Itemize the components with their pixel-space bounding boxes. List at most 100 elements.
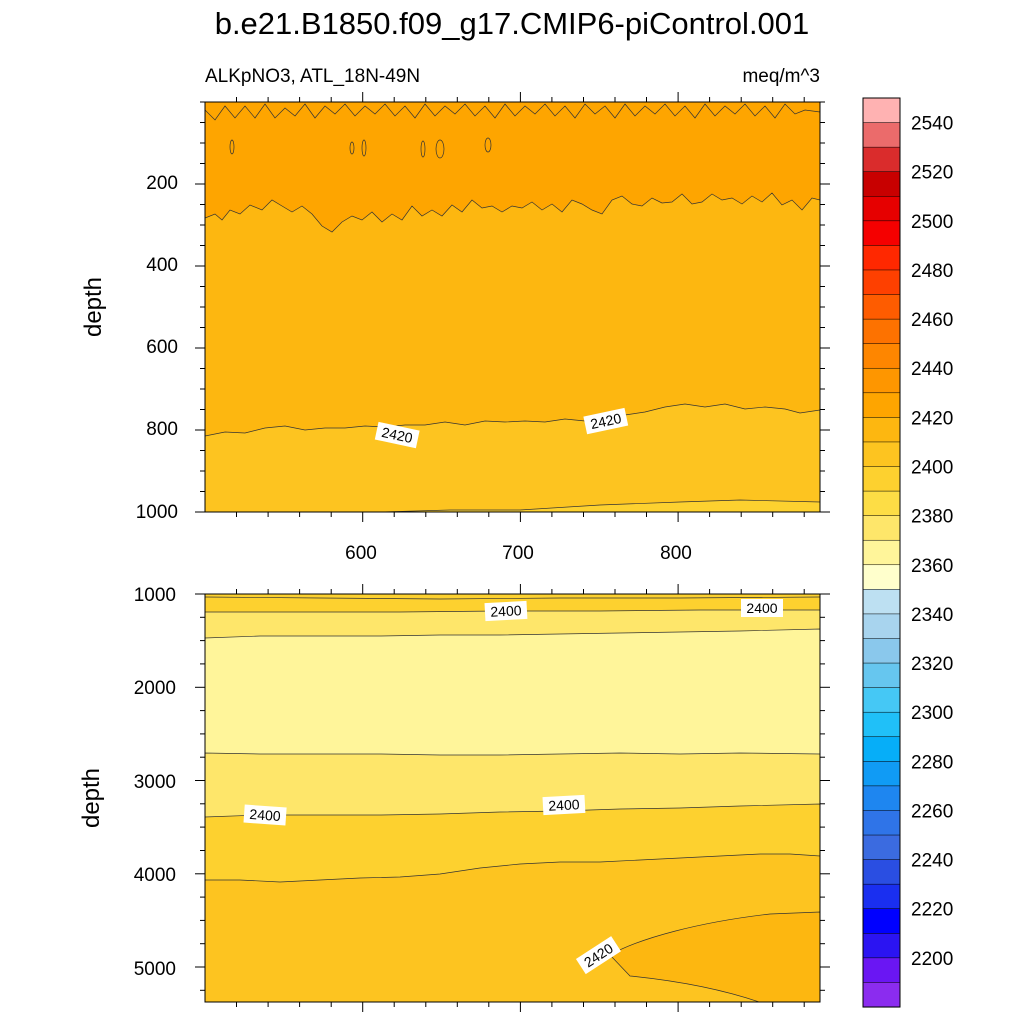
colorbar-swatch: [862, 220, 901, 246]
bottom-band-2430: [609, 911, 820, 1002]
bottom-panel: 2400 2400 2400 2400 2420 1000 2000 3000: [78, 584, 830, 1012]
colorbar-label: 2420: [911, 408, 953, 429]
colorbar-swatch: [862, 810, 901, 836]
colorbar-swatch: [862, 785, 901, 812]
colorbar-label: 2520: [911, 163, 953, 184]
colorbar-label: 2540: [911, 114, 953, 135]
colorbar-swatch: [862, 146, 901, 173]
colorbar-swatch: [862, 466, 901, 492]
colorbar-swatch: [862, 662, 901, 689]
colorbar-swatch: [862, 564, 901, 590]
colorbar-swatch: [862, 294, 901, 320]
colorbar-swatch: [862, 613, 901, 640]
colorbar-swatch: [862, 490, 901, 517]
chart-title: b.e21.B1850.f09_g17.CMIP6-piControl.001: [215, 6, 810, 41]
colorbar-label: 2500: [911, 212, 953, 233]
colorbar-swatch: [862, 196, 901, 222]
bottom-frame: [204, 593, 821, 1003]
colorbar-label: 2220: [911, 900, 953, 921]
colorbar-swatch: [862, 834, 901, 861]
top-clabel-2: 2420: [583, 407, 629, 435]
colorbar-swatch: [862, 982, 901, 1008]
bottom-ytick-5000: 5000: [134, 959, 176, 980]
bottom-clabel-4: 2400: [542, 794, 586, 816]
svg-text:2420: 2420: [589, 410, 623, 432]
bottom-ylabel: depth: [78, 768, 105, 828]
bottom-ytick-1000: 1000: [134, 585, 176, 606]
top-ylabel: depth: [80, 277, 107, 337]
bottom-ytick-2000: 2000: [134, 678, 176, 699]
bottom-axis-ticks: [195, 584, 830, 1012]
colorbar-frame: [862, 97, 901, 1008]
colorbar-swatch: [862, 711, 901, 738]
bottom-ytick-4000: 4000: [134, 865, 176, 886]
colorbar-swatch: [862, 441, 901, 468]
colorbar-swatch: [862, 908, 901, 934]
colorbar-swatch: [862, 957, 901, 983]
colorbar-swatch: [862, 367, 901, 394]
colorbar-label: 2300: [911, 703, 953, 724]
top-panel: 2420 2420 200 400 600 800 1000 depth: [80, 92, 830, 523]
colorbar-label: 2480: [911, 261, 953, 282]
colorbar-swatch: [862, 539, 901, 566]
top-band-2410: [351, 499, 820, 512]
colorbar-label: 2460: [911, 310, 953, 331]
top-ytick-1000: 1000: [136, 502, 178, 523]
colorbar-swatch: [862, 638, 901, 664]
colorbar-label: 2260: [911, 802, 953, 823]
bottom-small-contours: [205, 596, 820, 600]
xtick-600: 600: [345, 543, 377, 564]
xtick-700: 700: [502, 543, 534, 564]
colorbar-swatch: [862, 122, 901, 148]
colorbar-label: 2440: [911, 359, 953, 380]
colorbar-swatch: [862, 392, 901, 418]
top-ytick-600: 600: [146, 337, 178, 358]
colorbar-swatch: [862, 245, 901, 271]
units-label: meq/m^3: [742, 66, 820, 87]
svg-text:2400: 2400: [746, 600, 777, 616]
top-small-contours: [205, 103, 820, 159]
colorbar-swatch: [862, 171, 901, 197]
colorbar-swatch: [862, 343, 901, 369]
colorbar: [862, 97, 901, 1008]
colorbar-label: 2380: [911, 507, 953, 528]
top-ytick-800: 800: [146, 419, 178, 440]
svg-text:2400: 2400: [249, 806, 281, 824]
colorbar-labels: 2200 2220 2240 2260 2280 2300 2320 2340 2360 2380…: [911, 114, 953, 970]
colorbar-swatch: [862, 687, 901, 713]
colorbar-swatch: [862, 417, 901, 443]
bottom-clabel-2: 2400: [741, 599, 783, 617]
svg-text:2400: 2400: [548, 796, 580, 814]
colorbar-swatch: [862, 933, 901, 959]
variable-label: ALKpNO3, ATL_18N-49N: [205, 66, 420, 87]
colorbar-swatch: [862, 269, 901, 296]
colorbar-label: 2320: [911, 654, 953, 675]
colorbar-label: 2240: [911, 851, 953, 872]
bottom-clabel-1: 2400: [484, 600, 528, 622]
top-ytick-200: 200: [146, 173, 178, 194]
top-band-2420: [205, 403, 820, 512]
top-ytick-400: 400: [146, 255, 178, 276]
bottom-ytick-3000: 3000: [134, 772, 176, 793]
colorbar-label: 2360: [911, 556, 953, 577]
colorbar-swatch: [862, 515, 901, 541]
colorbar-swatch: [862, 761, 901, 787]
top-contour-labels: 2420 2420: [374, 407, 629, 449]
xtick-800: 800: [660, 543, 692, 564]
colorbar-label: 2340: [911, 605, 953, 626]
colorbar-swatch: [862, 859, 901, 885]
bottom-clabel-3: 2400: [243, 804, 287, 826]
top-clabel-1: 2420: [374, 421, 420, 449]
colorbar-swatch: [862, 97, 901, 124]
colorbar-label: 2280: [911, 752, 953, 773]
svg-text:2400: 2400: [490, 602, 522, 620]
colorbar-swatch: [862, 883, 901, 910]
colorbar-swatch: [862, 589, 901, 615]
colorbar-label: 2200: [911, 949, 953, 970]
colorbar-swatch: [862, 736, 901, 762]
svg-text:2420: 2420: [380, 424, 414, 446]
colorbar-swatch: [862, 318, 901, 345]
top-axis-ticks: [195, 92, 830, 522]
colorbar-label: 2400: [911, 458, 953, 479]
